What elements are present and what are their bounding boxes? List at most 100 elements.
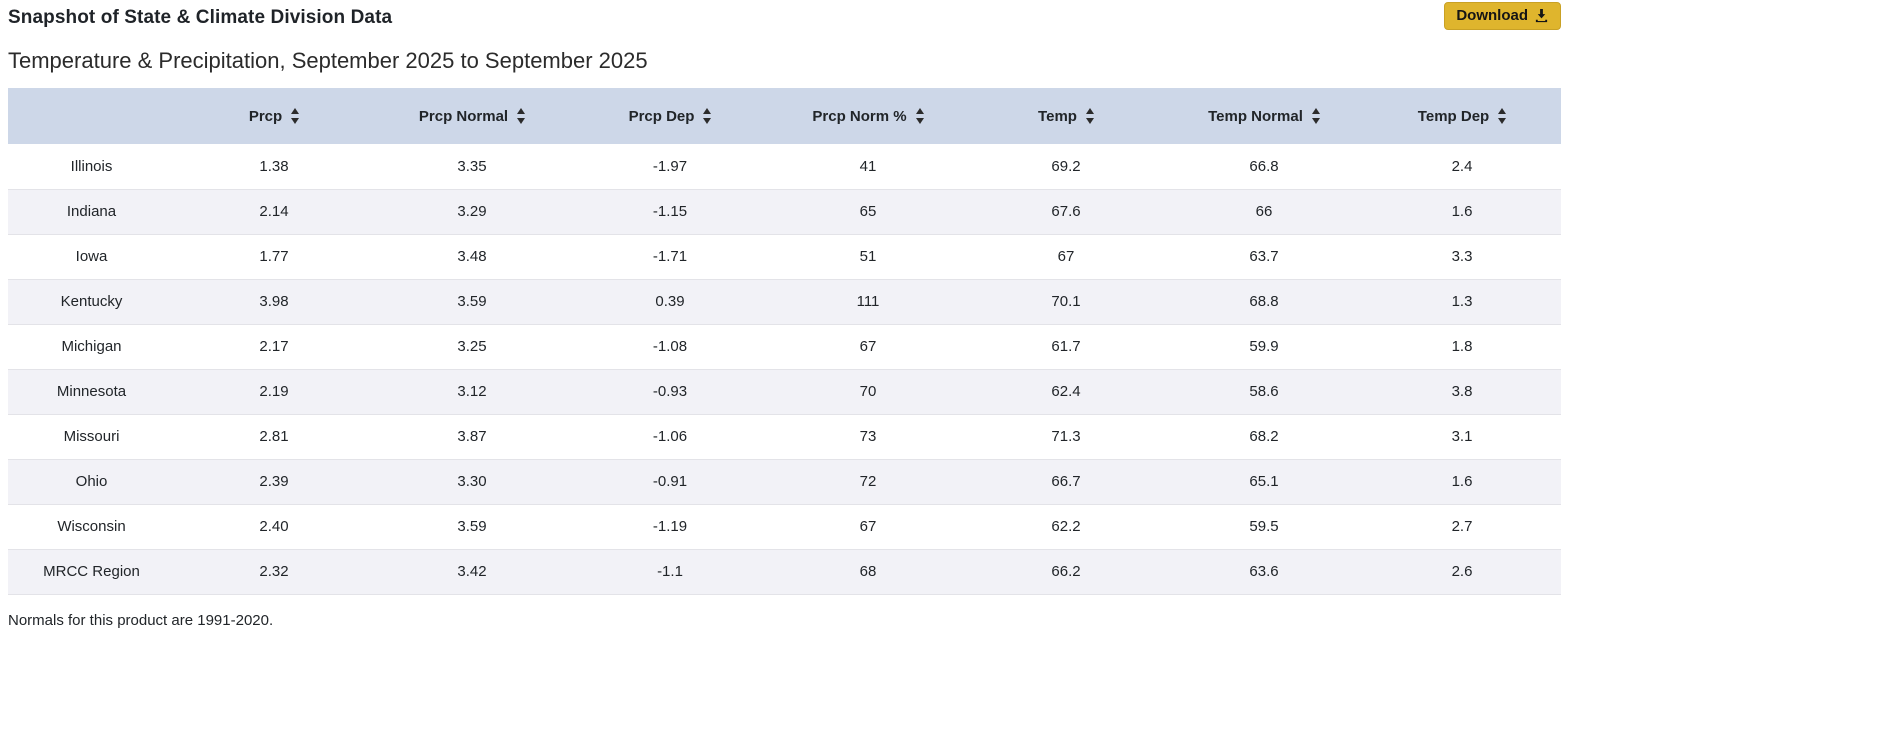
table-row: Minnesota 2.19 3.12 -0.93 70 62.4 58.6 3.8 [8, 369, 1561, 415]
data-cell: -1.71 [571, 234, 769, 280]
download-button[interactable]: Download [1444, 2, 1561, 30]
data-cell: -0.91 [571, 459, 769, 505]
column-header-label: Temp Dep [1417, 107, 1490, 125]
data-cell: -1.1 [571, 549, 769, 595]
data-cell: 3.30 [373, 459, 571, 505]
data-cell: 69.2 [967, 144, 1165, 190]
data-cell: 2.7 [1363, 504, 1561, 550]
data-cell: 68.2 [1165, 414, 1363, 460]
column-header-label: Temp Normal [1208, 107, 1303, 125]
state-name-cell: Iowa [8, 234, 175, 280]
table-row: MRCC Region 2.32 3.42 -1.1 68 66.2 63.6 2.6 [8, 549, 1561, 595]
data-cell: 3.98 [175, 279, 373, 325]
table-row: Wisconsin 2.40 3.59 -1.19 67 62.2 59.5 2.7 [8, 504, 1561, 550]
data-cell: 3.87 [373, 414, 571, 460]
data-cell: 1.6 [1363, 459, 1561, 505]
data-cell: -1.08 [571, 324, 769, 370]
table-row: Ohio 2.39 3.30 -0.91 72 66.7 65.1 1.6 [8, 459, 1561, 505]
data-cell: 2.6 [1363, 549, 1561, 595]
column-header[interactable]: Temp Dep [1363, 88, 1561, 144]
data-cell: 3.59 [373, 279, 571, 325]
data-cell: 41 [769, 144, 967, 190]
column-header[interactable]: Prcp Dep [571, 88, 769, 144]
download-button-label: Download [1456, 7, 1528, 24]
table-row: Kentucky 3.98 3.59 0.39 111 70.1 68.8 1.3 [8, 279, 1561, 325]
column-header[interactable]: Temp [967, 88, 1165, 144]
header-row: Prcp Prcp Normal Prcp Dep Prcp Norm % Temp Te… [8, 88, 1561, 144]
table-header: Prcp Prcp Normal Prcp Dep Prcp Norm % Temp Te… [8, 88, 1561, 144]
data-cell: 68.8 [1165, 279, 1363, 325]
data-cell: -1.19 [571, 504, 769, 550]
data-cell: -1.15 [571, 189, 769, 235]
column-header-label: Prcp [248, 107, 283, 125]
download-icon [1534, 8, 1549, 23]
data-cell: 1.6 [1363, 189, 1561, 235]
data-cell: 3.1 [1363, 414, 1561, 460]
table-row: Illinois 1.38 3.35 -1.97 41 69.2 66.8 2.4 [8, 144, 1561, 190]
state-name-cell: Ohio [8, 459, 175, 505]
data-cell: 66 [1165, 189, 1363, 235]
state-name-cell: Kentucky [8, 279, 175, 325]
page-title: Snapshot of State & Climate Division Dat… [8, 7, 393, 28]
normals-note: Normals for this product are 1991-2020. [8, 611, 274, 629]
column-header[interactable]: Prcp Norm % [769, 88, 967, 144]
sort-icon[interactable] [915, 108, 924, 124]
data-cell: 1.3 [1363, 279, 1561, 325]
data-cell: 66.2 [967, 549, 1165, 595]
data-cell: 3.25 [373, 324, 571, 370]
data-cell: 59.9 [1165, 324, 1363, 370]
state-name-cell: Wisconsin [8, 504, 175, 550]
data-cell: 3.29 [373, 189, 571, 235]
data-cell: 2.4 [1363, 144, 1561, 190]
data-cell: 67.6 [967, 189, 1165, 235]
data-cell: 111 [769, 279, 967, 325]
data-cell: 65.1 [1165, 459, 1363, 505]
data-cell: 66.7 [967, 459, 1165, 505]
column-header-label: Prcp Norm % [812, 107, 907, 125]
data-cell: 70.1 [967, 279, 1165, 325]
data-cell: 3.59 [373, 504, 571, 550]
data-cell: 71.3 [967, 414, 1165, 460]
data-cell: 59.5 [1165, 504, 1363, 550]
data-cell: -1.06 [571, 414, 769, 460]
column-header[interactable]: Temp Normal [1165, 88, 1363, 144]
column-header-label: Prcp Dep [628, 107, 695, 125]
sort-icon[interactable] [1085, 108, 1094, 124]
table-row: Missouri 2.81 3.87 -1.06 73 71.3 68.2 3.1 [8, 414, 1561, 460]
data-cell: 3.48 [373, 234, 571, 280]
data-cell: -1.97 [571, 144, 769, 190]
column-header[interactable]: Prcp [175, 88, 373, 144]
data-cell: 67 [769, 324, 967, 370]
sort-icon[interactable] [291, 108, 300, 124]
data-cell: 68 [769, 549, 967, 595]
data-cell: 62.2 [967, 504, 1165, 550]
data-cell: -0.93 [571, 369, 769, 415]
state-name-cell: Michigan [8, 324, 175, 370]
content-area: Snapshot of State & Climate Division Dat… [8, 0, 1561, 629]
sort-icon[interactable] [1498, 108, 1507, 124]
data-cell: 2.17 [175, 324, 373, 370]
sort-icon[interactable] [517, 108, 526, 124]
data-cell: 67 [769, 504, 967, 550]
data-cell: 0.39 [571, 279, 769, 325]
column-header[interactable]: Prcp Normal [373, 88, 571, 144]
sort-icon[interactable] [703, 108, 712, 124]
data-cell: 2.39 [175, 459, 373, 505]
top-bar: Snapshot of State & Climate Division Dat… [8, 2, 1561, 34]
data-cell: 2.40 [175, 504, 373, 550]
data-cell: 63.7 [1165, 234, 1363, 280]
table-body: Illinois 1.38 3.35 -1.97 41 69.2 66.8 2.4 Indian… [8, 144, 1561, 595]
data-cell: 51 [769, 234, 967, 280]
data-cell: 1.8 [1363, 324, 1561, 370]
state-name-cell: Indiana [8, 189, 175, 235]
sort-icon[interactable] [1311, 108, 1320, 124]
state-name-cell: MRCC Region [8, 549, 175, 595]
data-cell: 1.38 [175, 144, 373, 190]
column-header-label: Temp [1038, 107, 1077, 125]
data-cell: 2.32 [175, 549, 373, 595]
data-cell: 3.35 [373, 144, 571, 190]
report-subtitle: Temperature & Precipitation, September 2… [8, 48, 648, 73]
data-cell: 3.42 [373, 549, 571, 595]
data-cell: 62.4 [967, 369, 1165, 415]
